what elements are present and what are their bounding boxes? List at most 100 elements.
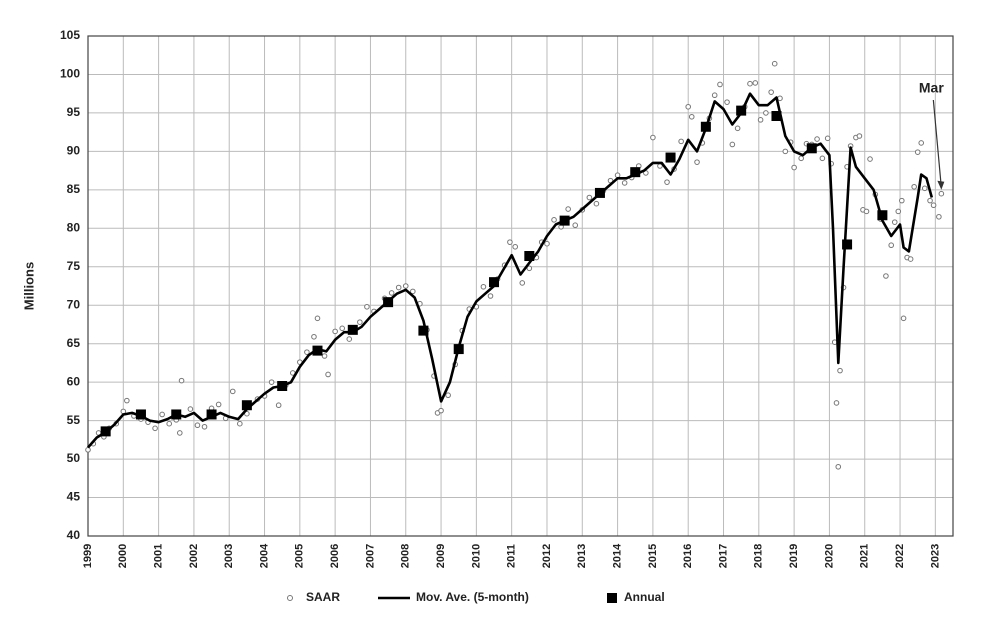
x-tick-label: 2011 bbox=[506, 544, 518, 568]
annual-point bbox=[383, 297, 394, 308]
annual-point bbox=[135, 409, 146, 420]
saar-point bbox=[747, 80, 753, 87]
saar-point bbox=[395, 284, 402, 291]
annual-point bbox=[630, 167, 641, 178]
x-tick-label: 2000 bbox=[117, 544, 129, 568]
annual-point bbox=[241, 400, 252, 411]
annual-point bbox=[736, 105, 747, 116]
y-tick-label: 85 bbox=[67, 182, 81, 196]
y-tick-label: 70 bbox=[67, 297, 81, 311]
saar-point bbox=[321, 353, 328, 359]
saar-point bbox=[921, 185, 928, 192]
y-tick-label: 100 bbox=[60, 67, 80, 81]
saar-point bbox=[166, 420, 173, 427]
y-tick-label: 45 bbox=[67, 490, 81, 504]
saar-point bbox=[480, 283, 487, 290]
saar-point bbox=[791, 164, 797, 171]
x-tick-label: 2016 bbox=[682, 544, 694, 568]
saar-point bbox=[729, 141, 736, 148]
saar-point bbox=[777, 95, 783, 102]
saar-point bbox=[614, 172, 621, 179]
saar-point bbox=[551, 217, 557, 223]
saar-point bbox=[275, 402, 282, 409]
saar-point bbox=[685, 103, 692, 110]
legend-marker bbox=[287, 595, 293, 601]
x-tick-label: 2014 bbox=[611, 543, 623, 568]
annual-point bbox=[877, 210, 888, 221]
saar-point bbox=[178, 377, 185, 384]
x-tick-label: 2005 bbox=[294, 544, 306, 568]
saar-point bbox=[586, 194, 593, 201]
saar-point bbox=[717, 81, 723, 88]
annotation-arrow bbox=[932, 99, 942, 188]
saar-point bbox=[268, 379, 275, 385]
saar-point bbox=[85, 447, 91, 453]
saar-point bbox=[201, 423, 208, 430]
moving-average-line bbox=[87, 92, 934, 449]
y-tick-label: 60 bbox=[67, 374, 81, 388]
saar-point bbox=[507, 239, 513, 245]
saar-point bbox=[856, 133, 863, 139]
saar-point bbox=[907, 256, 914, 262]
saar-point bbox=[900, 315, 907, 322]
saar-point bbox=[410, 288, 416, 295]
y-tick-label: 65 bbox=[67, 336, 81, 350]
x-tick-label: 2004 bbox=[258, 543, 270, 568]
saar-point bbox=[837, 367, 843, 374]
x-tick-label: 2015 bbox=[647, 544, 659, 568]
saar-point bbox=[346, 336, 353, 342]
saar-point bbox=[332, 328, 338, 335]
annual-point bbox=[489, 277, 500, 288]
x-tick-label: 1999 bbox=[82, 544, 94, 568]
x-tick-label: 2023 bbox=[929, 544, 941, 568]
annual-point bbox=[700, 121, 711, 132]
saar-point bbox=[512, 243, 519, 250]
saar-point bbox=[325, 371, 331, 378]
annual-point bbox=[559, 215, 570, 226]
saar-point bbox=[438, 407, 444, 414]
annual-point bbox=[665, 152, 676, 163]
saar-point bbox=[883, 273, 889, 279]
x-tick-label: 2019 bbox=[788, 544, 800, 568]
saar-point bbox=[593, 200, 600, 207]
annual-point bbox=[842, 239, 853, 250]
saar-point bbox=[519, 280, 526, 286]
saar-point bbox=[544, 240, 550, 247]
saar-point bbox=[364, 303, 370, 310]
saar-point bbox=[918, 140, 925, 146]
annual-point bbox=[312, 345, 323, 356]
x-tick-label: 2010 bbox=[470, 544, 482, 568]
saar-point bbox=[176, 430, 183, 436]
saar-point bbox=[237, 420, 243, 427]
x-tick-label: 2020 bbox=[823, 544, 835, 568]
x-tick-label: 2002 bbox=[188, 544, 200, 568]
saar-point bbox=[752, 80, 759, 86]
saar-point bbox=[650, 134, 656, 141]
x-tick-label: 2007 bbox=[364, 544, 376, 568]
saar-point bbox=[734, 125, 741, 132]
saar-point bbox=[694, 159, 700, 165]
y-tick-label: 95 bbox=[67, 105, 81, 119]
annual-point bbox=[418, 325, 429, 336]
annual-point bbox=[594, 187, 605, 198]
y-tick-label: 80 bbox=[67, 220, 81, 234]
saar-point bbox=[757, 117, 764, 123]
saar-point bbox=[357, 319, 363, 325]
annual-point bbox=[806, 143, 817, 154]
saar-point bbox=[304, 349, 310, 355]
y-tick-label: 105 bbox=[60, 28, 80, 42]
saar-point bbox=[863, 208, 870, 215]
saar-point bbox=[159, 411, 165, 418]
saar-point bbox=[824, 135, 831, 142]
x-tick-label: 2008 bbox=[400, 544, 412, 568]
annual-point bbox=[277, 381, 288, 391]
saar-point bbox=[724, 99, 730, 105]
saar-point bbox=[229, 388, 236, 395]
y-tick-label: 75 bbox=[67, 259, 81, 273]
saar-point bbox=[339, 325, 346, 332]
saar-point bbox=[124, 397, 130, 404]
annual-point bbox=[100, 426, 111, 437]
legend-label: Mov. Ave. (5-month) bbox=[416, 590, 529, 604]
saar-point bbox=[833, 400, 840, 406]
